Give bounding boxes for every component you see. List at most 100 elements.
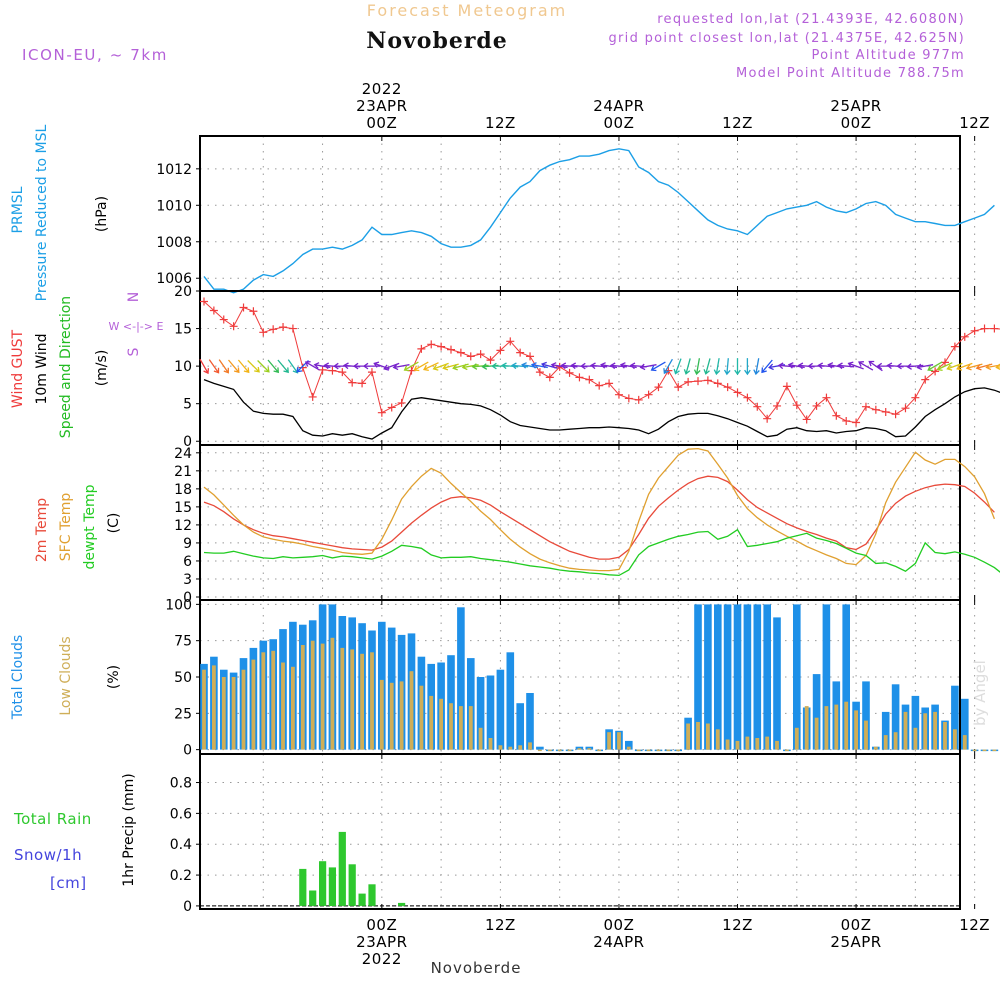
wind-direction-arrow — [684, 358, 690, 373]
gust-marker — [447, 346, 455, 354]
low-cloud-bar — [439, 699, 443, 750]
wind-direction-arrow — [745, 358, 751, 374]
y-tick-label: 15 — [174, 322, 192, 338]
low-cloud-bar — [252, 660, 256, 750]
gust-marker — [249, 307, 257, 315]
rain-bar — [299, 869, 306, 906]
wind-direction-arrow — [838, 363, 854, 369]
gust-marker — [832, 412, 840, 420]
gust-marker — [803, 415, 811, 423]
top-time-label: 00Z — [604, 114, 635, 132]
top-time-label: 25APR — [830, 97, 881, 115]
clouds-unit: (%) — [106, 665, 122, 689]
low-cloud-bar — [736, 741, 740, 750]
wind-direction-arrow — [268, 360, 278, 372]
bottom-time-label: 00Z — [841, 916, 872, 934]
wind-direction-arrow — [652, 362, 666, 370]
low-cloud-bar — [983, 750, 987, 752]
compass-south: S — [126, 347, 142, 356]
low-cloud-bar — [597, 750, 601, 752]
low-cloud-bar — [469, 706, 473, 750]
gust-marker — [842, 417, 850, 425]
gust-marker — [279, 323, 287, 331]
total-cloud-bar — [773, 617, 781, 749]
bottom-time-label: 12Z — [485, 916, 516, 934]
panel-frame — [200, 136, 960, 291]
low-cloud-bar — [449, 703, 453, 750]
wind-direction-arrow — [209, 360, 218, 373]
gust-marker — [398, 399, 406, 407]
low-cloud-bar — [212, 665, 216, 749]
pressure-subtitle: Pressure Reduced to MSL — [34, 124, 50, 301]
gust-marker — [852, 418, 860, 426]
y-tick-label: 50 — [174, 670, 192, 686]
gust-line — [204, 302, 1000, 423]
gust-marker — [536, 368, 544, 376]
gust-marker — [645, 391, 653, 399]
low-cloud-bar — [528, 742, 532, 749]
gust-marker — [981, 325, 989, 333]
low-cloud-bar — [321, 644, 325, 750]
wind-direction-arrow — [754, 358, 760, 374]
low-cloud-bar — [874, 747, 878, 750]
credit-watermark: by Angel — [971, 660, 989, 726]
low-cloud-bar — [261, 652, 265, 749]
chart-subtitle: Forecast Meteogram — [367, 1, 567, 20]
snow-title: Snow/1h — [14, 846, 82, 864]
y-tick-label: 10 — [174, 359, 192, 375]
gust-marker — [259, 328, 267, 336]
low-cloud-bar — [350, 649, 354, 749]
y-tick-label: 24 — [174, 446, 192, 462]
gust-marker — [269, 325, 277, 333]
y-tick-label: 6 — [183, 554, 192, 570]
low-cloud-bar — [726, 740, 730, 750]
y-tick-label: 12 — [174, 518, 192, 534]
y-tick-label: 1012 — [156, 162, 192, 178]
gust-marker — [575, 373, 583, 381]
low-cloud-bar — [607, 732, 611, 749]
precip-unit: 1hr Precip (mm) — [121, 773, 137, 886]
model-point-altitude: Model Point Altitude 788.75m — [736, 66, 965, 81]
wind-speed-line — [204, 380, 1000, 439]
total-cloud-bar — [497, 670, 505, 750]
gust-marker — [793, 401, 801, 409]
low-cloud-bar — [647, 750, 651, 752]
y-tick-label: 75 — [174, 634, 192, 650]
bottom-time-label: 2022 — [362, 950, 402, 968]
low-cloud-bar — [765, 737, 769, 750]
gust-marker — [585, 376, 593, 384]
gust-marker — [230, 322, 238, 330]
gust-marker — [783, 382, 791, 390]
bottom-time-label: 00Z — [366, 916, 397, 934]
top-time-label: 00Z — [366, 114, 397, 132]
rain-bar — [319, 861, 326, 906]
top-time-label: 12Z — [722, 114, 753, 132]
total-cloud-bar — [714, 604, 722, 749]
low-cloud-bar — [390, 683, 394, 750]
low-cloud-bar — [340, 648, 344, 750]
low-cloud-bar — [993, 750, 997, 752]
sfc-temp-line — [204, 449, 994, 571]
low-cloud-bar — [420, 686, 424, 750]
panel-frame — [200, 445, 960, 600]
low-cloud-bar — [923, 713, 927, 749]
gust-marker — [309, 393, 317, 401]
low-cloud-bar — [706, 724, 710, 750]
bottom-time-label: 23APR — [356, 933, 407, 951]
bottom-time-label: 24APR — [593, 933, 644, 951]
y-tick-label: 0.8 — [170, 776, 192, 792]
low-cloud-bar — [834, 705, 838, 750]
low-cloud-bar — [410, 671, 414, 750]
low-cloud-bar — [963, 735, 967, 750]
requested-location: requested lon,lat (21.4393E, 42.6080N) — [657, 12, 965, 27]
pressure-title: PRMSL — [10, 186, 26, 233]
total-cloud-bar — [526, 693, 534, 750]
low-cloud-bar — [755, 738, 759, 750]
gust-marker — [625, 394, 633, 402]
y-tick-label: 25 — [174, 706, 192, 722]
low-cloud-bar — [854, 710, 858, 749]
bottom-time-label: 25APR — [830, 933, 881, 951]
y-tick-label: 0 — [183, 743, 192, 759]
